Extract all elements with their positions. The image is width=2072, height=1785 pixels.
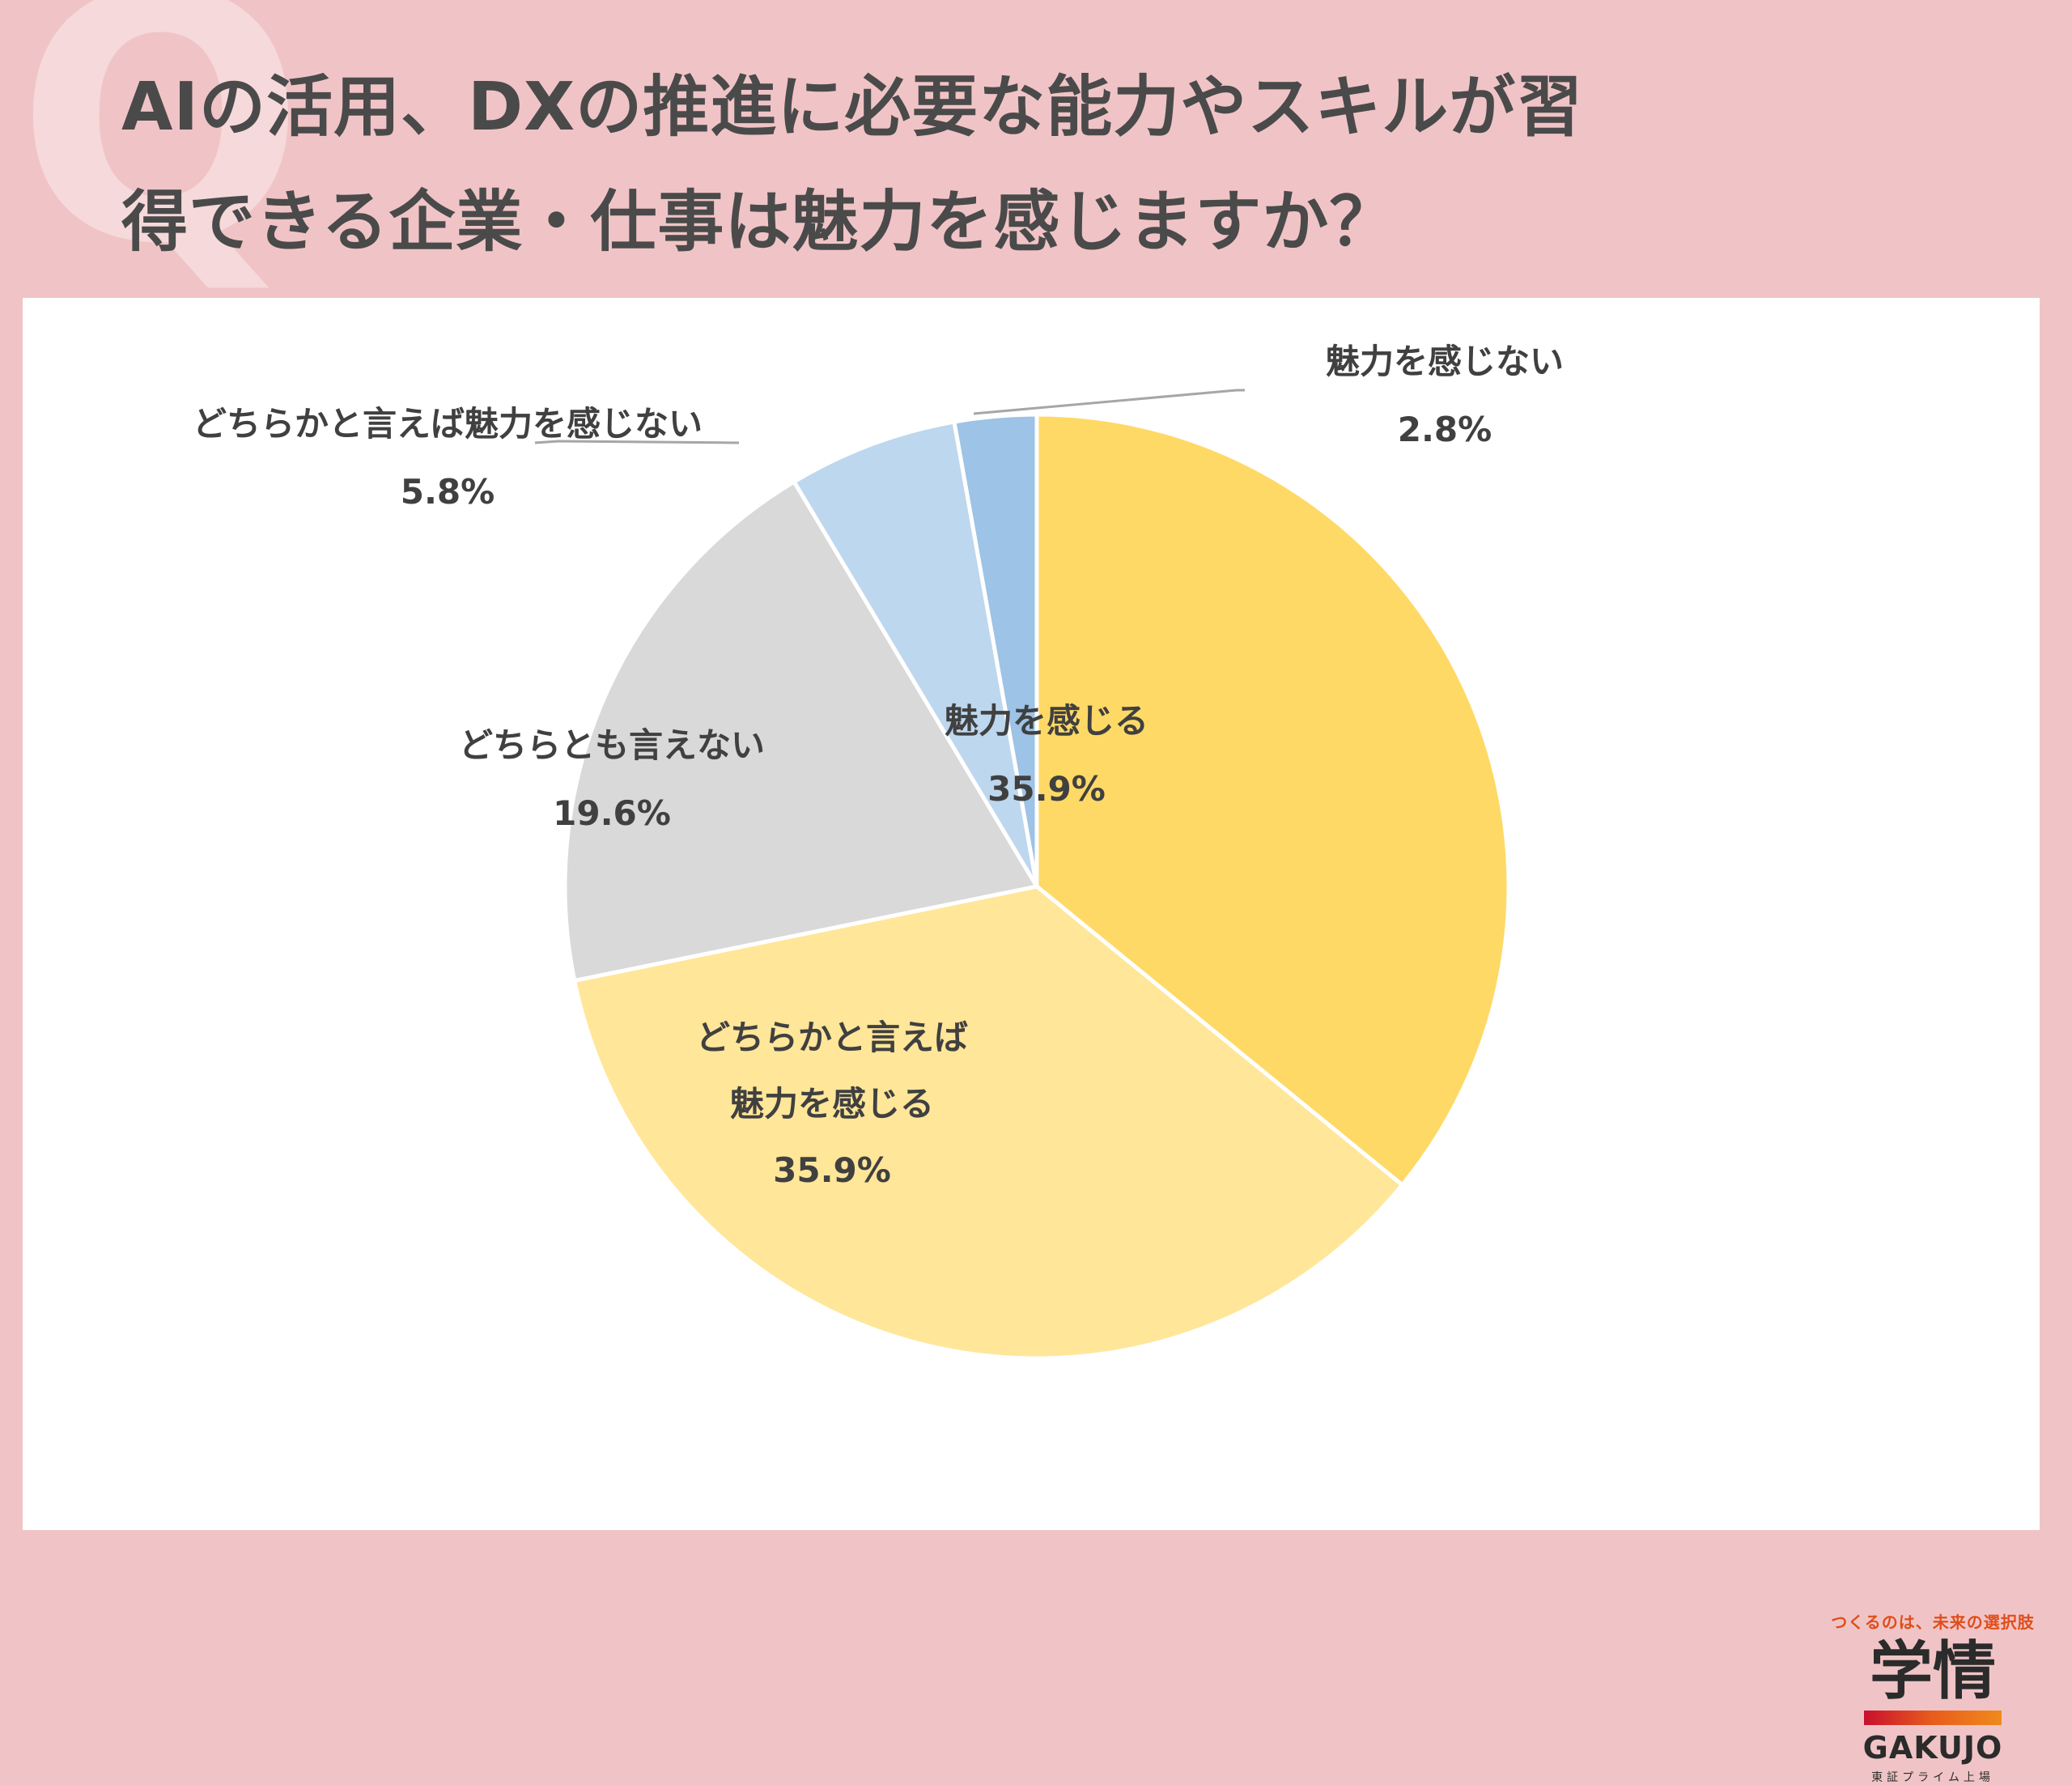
q-mark-decoration: Q <box>16 0 306 319</box>
slice-value-label-2: 35.9% <box>773 1150 891 1190</box>
slice-value-label-3: 19.6% <box>553 793 671 833</box>
slice-labels: 魅力を感じる35.9%どちらかと言えば魅力を感じる35.9%どちらとも言えない1… <box>193 342 1564 1190</box>
gakujo-logo: つくるのは、未来の選択肢 学情 GAKUJO 東証プライム上場 <box>1828 1609 2038 1785</box>
page-title: AIの活用、DXの推進に必要な能力やスキルが習 得できる企業・仕事は魅力を感じま… <box>121 50 2032 280</box>
slice-5 <box>952 412 1039 887</box>
slice-category-label-4: どちらかと言えば魅力を感じない <box>193 404 703 444</box>
title-line-1: AIの活用、DXの推進に必要な能力やスキルが習 <box>121 69 1584 146</box>
logo-subtitle: 東証プライム上場 <box>1871 1770 1994 1784</box>
slice-category-label-2: 魅力を感じる <box>730 1084 934 1124</box>
slice-1 <box>1034 412 1511 1188</box>
slice-value-label-1: 35.9% <box>987 769 1106 809</box>
logo-name: GAKUJO <box>1862 1729 2003 1766</box>
logo-tagline: つくるのは、未来の選択肢 <box>1831 1613 2035 1632</box>
slice-2 <box>571 884 1406 1361</box>
slice-category-label-3: どちらとも言えない <box>459 725 765 765</box>
leader-line-4 <box>534 440 740 444</box>
leader-line-5 <box>973 389 1245 415</box>
slice-category-label-5: 魅力を感じない <box>1326 342 1564 381</box>
logo-kanji: 学情 <box>1869 1635 1996 1708</box>
pie-slices <box>563 412 1511 1361</box>
slice-value-label-4: 5.8% <box>401 472 495 512</box>
slice-category-label-2: どちらかと言えば <box>696 1018 968 1057</box>
slice-category-label-1: 魅力を感じる <box>945 701 1149 741</box>
title-line-2: 得できる企業・仕事は魅力を感じますか？ <box>121 184 1397 261</box>
logo-bar <box>1864 1710 2002 1725</box>
chart-panel: 魅力を感じる 35.9% どちらかと言えば 魅力を感じる 35.9% どちらとも言えない 1… <box>23 298 2040 1784</box>
slice-value-label-5: 2.8% <box>1398 410 1492 449</box>
slice-3 <box>563 478 1040 984</box>
pie-chart: 魅力を感じる35.9%どちらかと言えば魅力を感じる35.9%どちらとも言えない1… <box>193 342 1564 1361</box>
slice-4 <box>791 419 1039 888</box>
leader-lines <box>534 389 1245 444</box>
